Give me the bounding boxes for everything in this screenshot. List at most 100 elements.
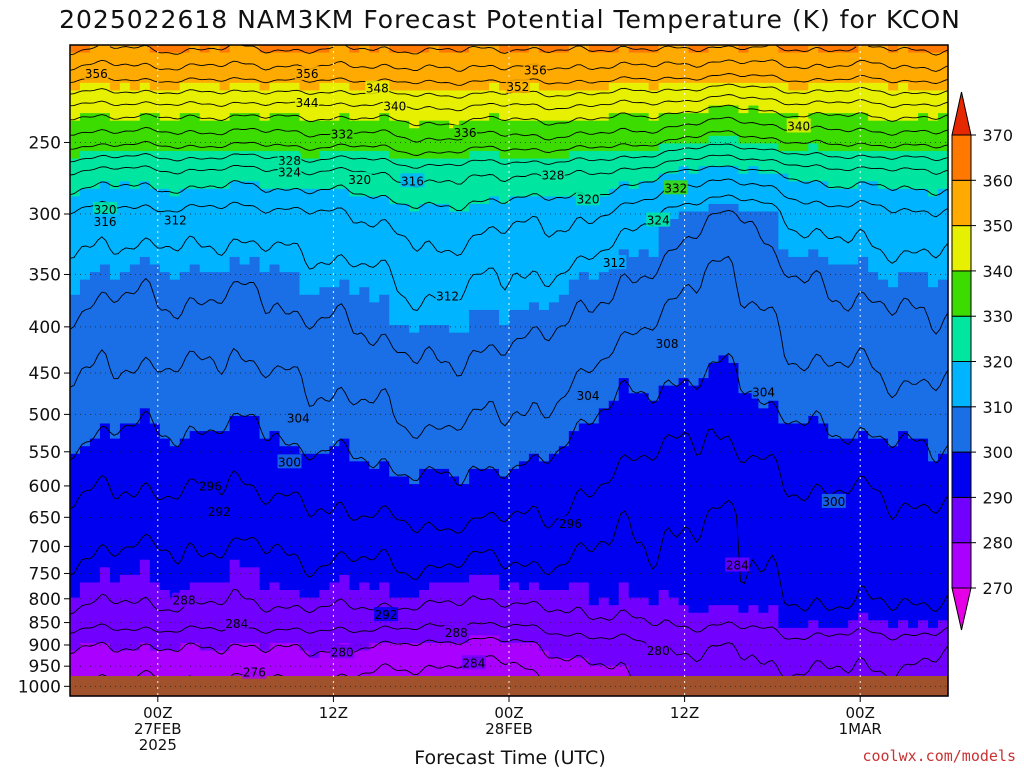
field-cell [439,468,450,478]
field-cell [558,302,570,311]
field-cell [249,431,261,440]
field-cell [179,173,191,182]
field-cell [578,211,590,220]
field-cell [638,506,650,515]
field-cell [419,340,430,349]
field-cell [139,612,151,621]
field-cell [119,453,131,462]
field-cell [159,234,171,243]
field-cell [249,362,261,372]
field-cell [279,196,291,205]
field-cell [389,529,400,538]
field-cell [99,264,111,273]
field-cell [379,340,390,349]
field-cell [369,158,380,167]
field-cell [618,499,630,508]
field-cell [598,302,610,311]
field-cell [219,135,231,145]
field-cell [169,135,181,145]
field-cell [409,605,420,614]
field-cell [169,196,181,205]
field-cell [568,574,580,584]
field-cell [568,75,580,84]
field-cell [538,113,550,122]
field-cell [429,279,440,288]
field-cell [369,249,380,258]
field-cell [499,105,510,114]
field-cell [449,264,460,273]
field-cell [528,552,540,561]
field-cell [578,317,590,326]
field-cell [588,453,600,462]
field-cell [209,150,221,160]
field-cell [369,620,380,629]
field-cell [548,529,560,538]
field-cell [209,340,221,349]
field-cell [538,612,550,621]
field-cell [598,120,610,129]
field-cell [538,264,550,273]
field-cell [149,166,161,175]
field-cell [159,287,171,296]
field-cell [109,468,121,478]
field-cell [79,620,91,629]
field-cell [149,181,161,190]
field-cell [89,173,101,182]
field-cell [429,120,440,129]
field-cell [219,234,231,243]
field-cell [339,567,350,576]
field-cell [459,188,470,197]
field-cell [70,521,81,531]
field-cell [578,143,590,152]
field-cell [379,590,390,599]
field-cell [189,393,201,402]
field-cell [89,355,101,364]
field-cell [598,75,610,84]
field-cell [459,211,470,220]
field-cell [219,211,231,220]
field-cell [79,499,91,508]
field-cell [489,97,500,107]
field-cell [89,468,101,478]
field-cell [239,143,251,152]
field-cell [538,590,550,599]
field-cell [548,97,560,107]
field-cell [618,82,630,92]
field-cell [608,67,620,76]
field-cell [219,574,231,584]
field-cell [588,158,600,167]
field-cell [379,287,390,296]
field-cell [419,362,430,372]
field-cell [409,287,420,296]
field-cell [119,166,131,175]
field-cell [359,234,370,243]
field-cell [608,340,620,349]
field-cell [499,325,510,334]
field-cell [538,188,550,197]
field-cell [259,635,271,644]
field-cell [129,499,141,508]
field-cell [89,415,101,425]
field-cell [509,605,520,614]
field-cell [509,347,520,356]
field-cell [239,627,251,637]
field-cell [538,347,550,356]
field-cell [129,52,141,61]
field-cell [199,158,211,167]
field-cell [119,332,131,341]
field-cell [289,234,301,243]
field-cell [548,552,560,561]
field-cell [279,643,291,652]
field-cell [628,665,640,674]
field-cell [469,582,480,591]
field-cell [548,362,560,372]
field-cell [558,537,570,546]
field-cell [489,105,500,114]
field-cell [509,309,520,319]
field-cell [169,67,181,76]
field-cell [379,158,390,167]
field-cell [129,574,141,584]
field-cell [588,552,600,561]
field-cell [608,181,620,190]
field-cell [159,491,171,500]
